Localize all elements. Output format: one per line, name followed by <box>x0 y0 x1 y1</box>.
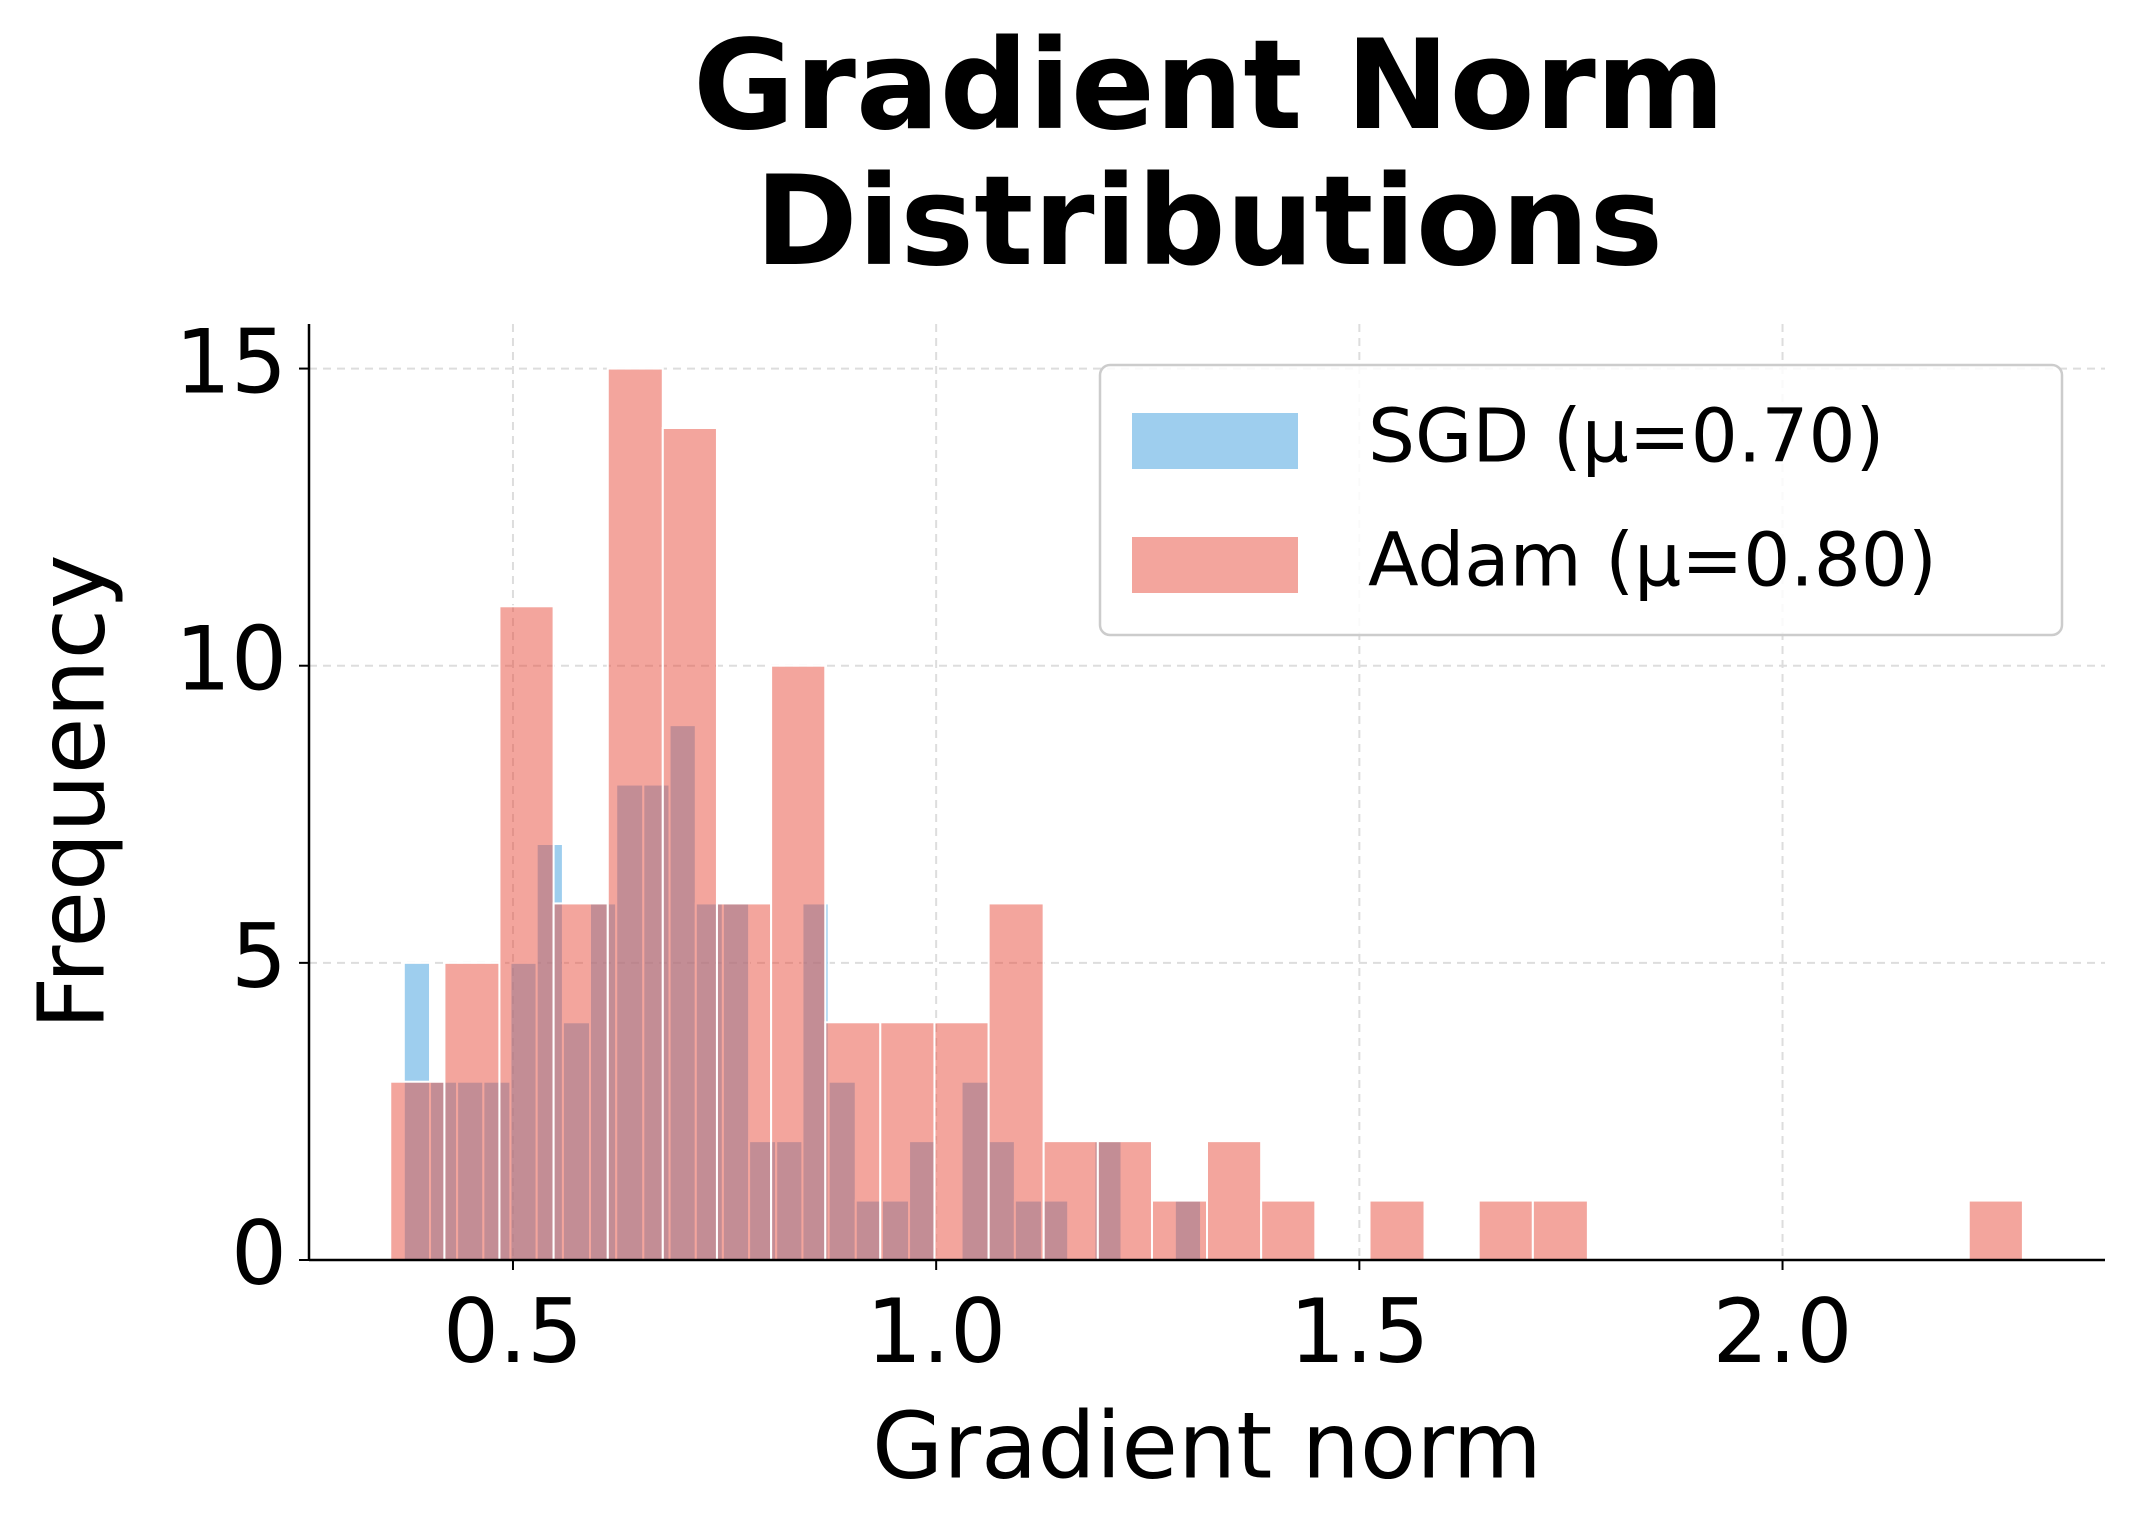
bar <box>1531 1199 1589 1261</box>
bar <box>987 902 1045 1262</box>
x-tick-label: 2.0 <box>1713 1280 1853 1383</box>
bar <box>1042 1140 1099 1261</box>
bar <box>606 367 664 1262</box>
bar <box>933 1021 990 1261</box>
x-tick-label: 1.5 <box>1289 1280 1429 1383</box>
bar <box>1206 1140 1263 1261</box>
bar <box>1150 1199 1208 1261</box>
legend-swatch <box>1132 537 1298 593</box>
bar <box>443 961 501 1261</box>
bar <box>1260 1199 1317 1261</box>
bar <box>1477 1199 1534 1261</box>
bar <box>498 605 555 1261</box>
legend-label: Adam (μ=0.80) <box>1368 518 1937 604</box>
x-tick-label: 0.5 <box>443 1280 583 1383</box>
bar <box>389 1080 446 1261</box>
bar <box>1096 1140 1153 1261</box>
legend-swatch <box>1132 413 1298 469</box>
y-tick-label: 15 <box>175 310 287 413</box>
bar <box>824 1021 882 1261</box>
y-tick-label: 0 <box>231 1202 287 1305</box>
legend-label: SGD (μ=0.70) <box>1368 394 1884 480</box>
bar <box>879 1021 936 1261</box>
legend-box <box>1098 363 2064 637</box>
y-tick-label: 5 <box>231 905 287 1008</box>
bar <box>661 427 718 1261</box>
bar <box>1368 1199 1426 1261</box>
y-tick-label: 10 <box>175 608 287 711</box>
bar <box>552 902 609 1262</box>
legend: SGD (μ=0.70) Adam (μ=0.80) <box>1098 363 2064 637</box>
bar <box>1967 1199 2024 1261</box>
bar <box>770 664 827 1261</box>
x-axis-label: Gradient norm <box>872 1392 1542 1499</box>
x-tick-label: 1.0 <box>866 1280 1006 1383</box>
y-axis-label: Frequency <box>18 554 125 1029</box>
chart-title: Gradient Norm Distributions <box>692 14 1726 294</box>
bar <box>715 902 773 1262</box>
